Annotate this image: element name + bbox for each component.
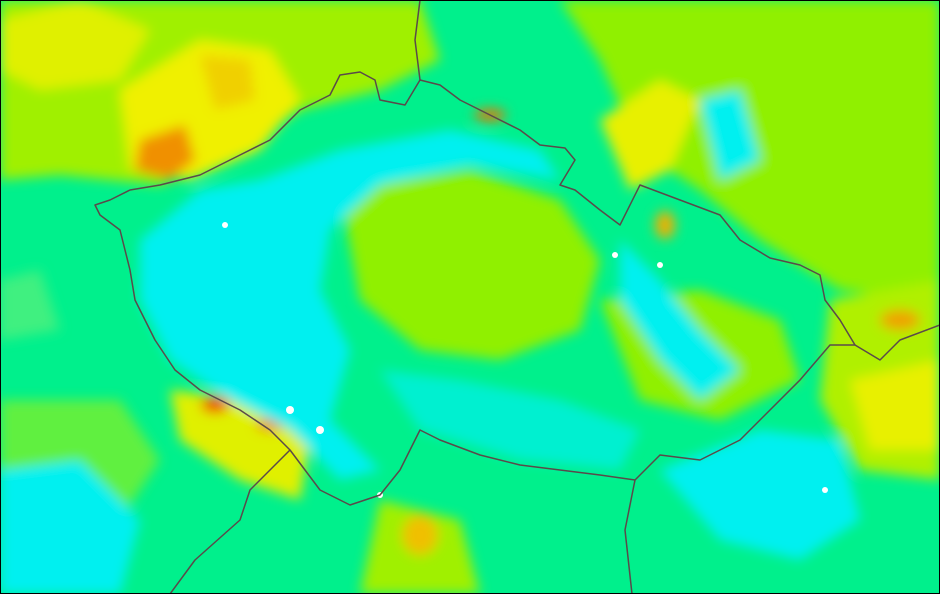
field-spot: [612, 252, 618, 258]
field-zone: [0, 460, 140, 594]
field-zone: [660, 430, 860, 560]
field-zone: [140, 130, 560, 480]
field-spot: [222, 222, 228, 228]
field-zone: [380, 370, 640, 470]
field-zone: [620, 240, 740, 400]
field-zone: [200, 55, 255, 110]
field-zone: [201, 397, 229, 413]
field-zone: [402, 515, 438, 555]
neighbor-border: [854, 324, 940, 361]
field-zone: [600, 80, 700, 190]
field-zone: [0, 0, 150, 90]
neighbor-border: [414, 0, 421, 81]
neighbor-border: [624, 479, 636, 594]
country-border: [94, 71, 856, 506]
field-spot: [657, 262, 663, 268]
field-spot: [316, 426, 324, 434]
field-zone: [135, 125, 195, 180]
field-spot: [286, 406, 294, 414]
white-spots: [222, 222, 828, 498]
field-zone: [340, 170, 600, 360]
field-spot: [822, 487, 828, 493]
field-zone: [850, 360, 940, 450]
field-zone: [700, 90, 760, 180]
field-zone: [655, 211, 675, 239]
field-zone: [880, 310, 920, 330]
neighbor-border: [169, 449, 291, 594]
borders: [94, 0, 940, 594]
field-zone: [0, 270, 60, 340]
